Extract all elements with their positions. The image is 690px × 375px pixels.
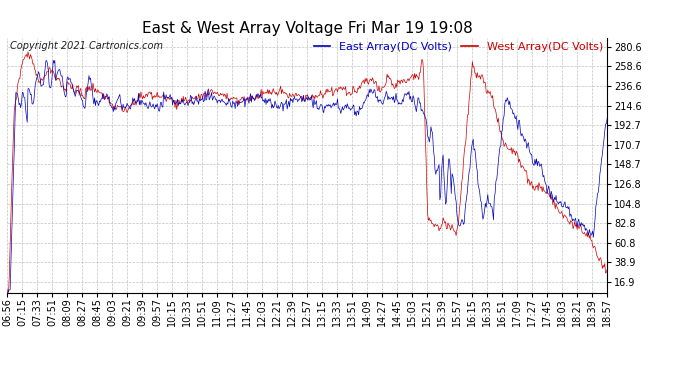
Text: Copyright 2021 Cartronics.com: Copyright 2021 Cartronics.com — [10, 41, 163, 51]
Title: East & West Array Voltage Fri Mar 19 19:08: East & West Array Voltage Fri Mar 19 19:… — [141, 21, 473, 36]
Legend: East Array(DC Volts), West Array(DC Volts): East Array(DC Volts), West Array(DC Volt… — [309, 38, 607, 56]
